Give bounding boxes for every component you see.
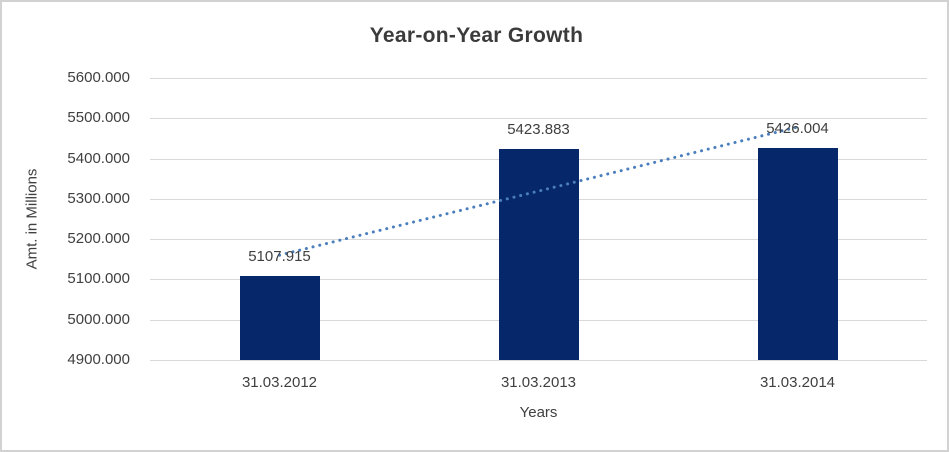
y-tick-label: 5000.000 bbox=[67, 310, 130, 328]
x-tick-label: 31.03.2013 bbox=[500, 374, 577, 391]
y-axis-title: Amt. in Millions bbox=[23, 168, 41, 270]
bar-data-label: 5426.004 bbox=[766, 120, 829, 138]
x-axis-title: Years bbox=[519, 404, 558, 421]
y-tick-label: 5200.000 bbox=[67, 230, 130, 248]
x-tick-label: 31.03.2012 bbox=[241, 374, 318, 391]
bar bbox=[757, 148, 838, 360]
gridline bbox=[150, 360, 927, 361]
gridline bbox=[150, 118, 927, 120]
y-tick-label: 5600.000 bbox=[67, 69, 130, 86]
trendline bbox=[278, 125, 799, 257]
bar-data-label: 5423.883 bbox=[507, 120, 570, 138]
y-tick-label: 4900.000 bbox=[67, 351, 130, 368]
bar-data-label: 5107.915 bbox=[248, 248, 311, 266]
y-tick-label: 5100.000 bbox=[67, 270, 130, 288]
plot-area bbox=[150, 78, 927, 361]
y-tick-label: 5500.000 bbox=[67, 109, 130, 127]
chart-title: Year-on-Year Growth bbox=[369, 24, 584, 47]
bar bbox=[498, 148, 579, 360]
gridline bbox=[150, 78, 927, 79]
bar bbox=[239, 276, 320, 360]
y-tick-label: 5400.000 bbox=[67, 149, 130, 167]
y-tick-label: 5300.000 bbox=[67, 189, 130, 207]
x-tick-label: 31.03.2014 bbox=[759, 374, 836, 391]
